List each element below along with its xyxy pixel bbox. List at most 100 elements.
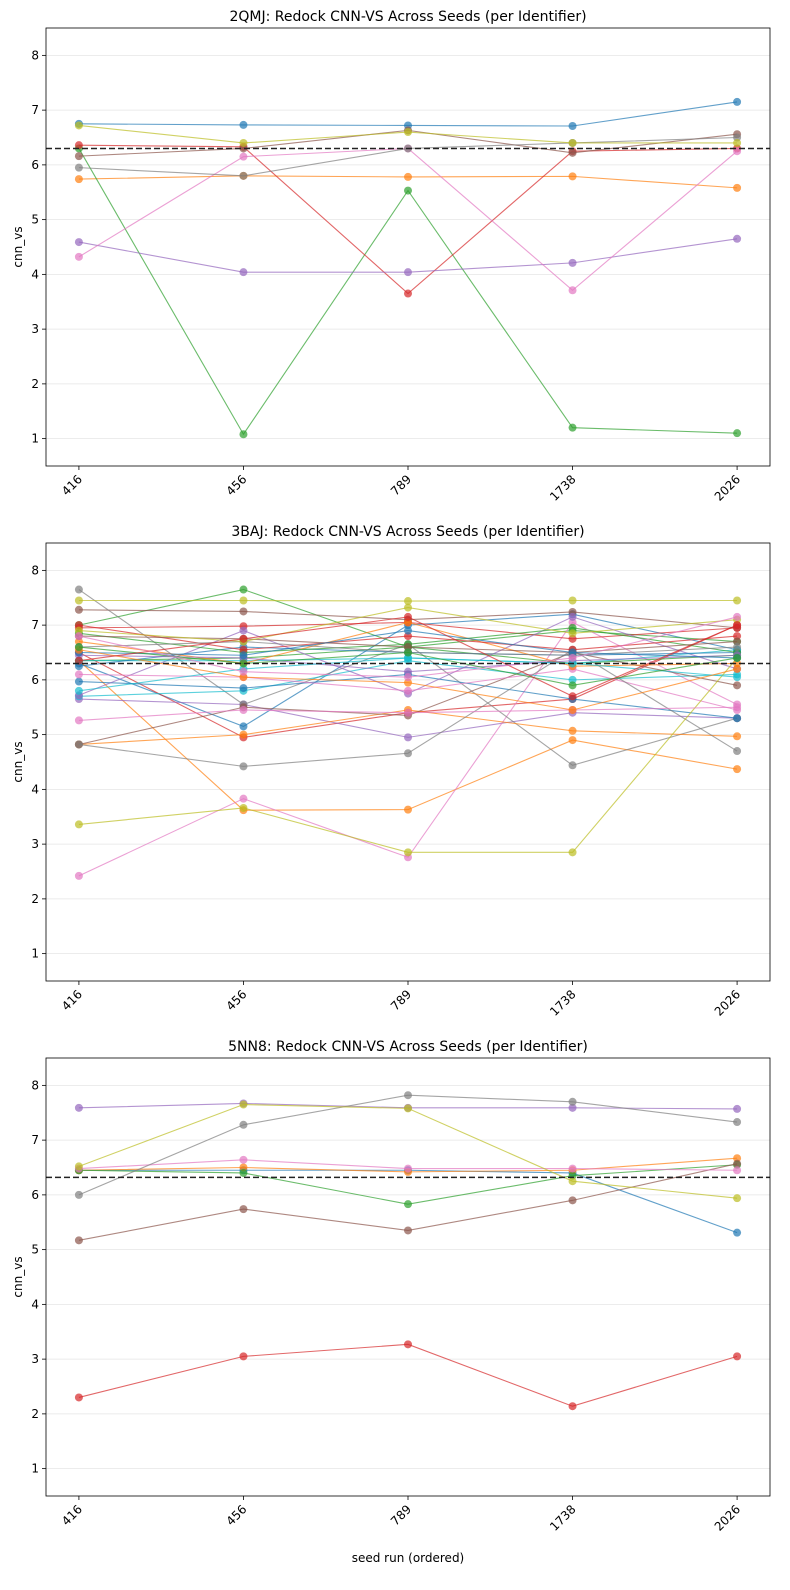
data-point: [733, 1166, 742, 1175]
data-point: [404, 603, 412, 612]
y-tick-label: 2: [31, 892, 39, 906]
y-tick-label: 6: [31, 1188, 39, 1202]
data-point: [74, 632, 83, 641]
data-point: [74, 740, 83, 749]
y-tick-label: 3: [31, 1352, 39, 1366]
data-point: [568, 648, 577, 657]
data-point: [404, 626, 412, 635]
x-axis-label: seed run (ordered): [352, 1551, 465, 1565]
data-point: [733, 632, 742, 641]
data-point: [568, 1196, 577, 1205]
data-point: [733, 765, 742, 774]
data-point: [568, 122, 577, 131]
y-tick-label: 1: [31, 947, 39, 961]
data-point: [404, 805, 412, 814]
y-tick-label: 8: [31, 1078, 39, 1092]
x-tick-label: 456: [223, 987, 249, 1013]
data-point: [733, 1352, 742, 1361]
data-point: [733, 138, 742, 147]
x-tick-label: 2026: [712, 987, 743, 1018]
x-tick-label: 789: [388, 1502, 414, 1528]
data-point: [733, 621, 742, 630]
data-point: [239, 645, 248, 654]
data-point: [568, 634, 577, 643]
data-point: [568, 1097, 577, 1106]
chart-title: 5NN8: Redock CNN-VS Across Seeds (per Id…: [228, 1039, 588, 1055]
data-point: [404, 1226, 412, 1235]
data-point: [568, 681, 577, 690]
data-point: [74, 677, 83, 686]
x-tick-label: 2026: [712, 472, 743, 503]
y-tick-label: 4: [31, 1297, 39, 1311]
chart-title: 3BAJ: Redock CNN-VS Across Seeds (per Id…: [231, 524, 584, 540]
data-point: [404, 289, 412, 298]
data-point: [733, 234, 742, 243]
data-point: [568, 286, 577, 295]
data-point: [568, 848, 577, 857]
y-tick-label: 6: [31, 158, 39, 172]
data-point: [733, 673, 742, 682]
x-tick-label: 1738: [547, 987, 578, 1018]
data-point: [568, 138, 577, 147]
data-point: [404, 733, 412, 742]
y-tick-label: 2: [31, 1407, 39, 1421]
y-tick-label: 5: [31, 1243, 39, 1257]
data-point: [239, 144, 248, 153]
data-point: [568, 148, 577, 157]
y-tick-label: 6: [31, 673, 39, 687]
data-point: [733, 429, 742, 438]
data-point: [239, 673, 248, 682]
data-point: [733, 664, 742, 673]
x-tick-label: 789: [388, 987, 414, 1013]
data-point: [404, 618, 412, 627]
data-point: [74, 252, 83, 261]
data-point: [239, 1120, 248, 1129]
data-point: [568, 623, 577, 632]
y-tick-label: 3: [31, 837, 39, 851]
data-point: [74, 152, 83, 161]
data-point: [404, 128, 412, 137]
data-point: [404, 643, 412, 652]
data-point: [239, 596, 248, 605]
data-point: [239, 120, 248, 129]
data-point: [239, 171, 248, 180]
data-point: [733, 596, 742, 605]
data-point: [74, 1103, 83, 1112]
data-point: [239, 138, 248, 147]
data-point: [74, 238, 83, 247]
y-tick-label: 8: [31, 563, 39, 577]
y-tick-label: 4: [31, 267, 39, 281]
data-point: [733, 1118, 742, 1127]
y-tick-label: 1: [31, 1462, 39, 1476]
data-point: [239, 1352, 248, 1361]
data-point: [74, 163, 83, 172]
data-point: [404, 749, 412, 758]
data-point: [733, 1194, 742, 1203]
data-point: [568, 675, 577, 684]
y-tick-label: 7: [31, 103, 39, 117]
data-point: [404, 1200, 412, 1209]
axes-frame: [45, 27, 771, 467]
data-point: [74, 596, 83, 605]
data-point: [239, 730, 248, 739]
axes-frame: [45, 1057, 771, 1497]
data-point: [404, 653, 412, 662]
data-point: [404, 1164, 412, 1173]
y-axis-label: cnn_vs: [11, 1256, 25, 1297]
data-point: [239, 705, 248, 714]
data-point: [74, 643, 83, 652]
data-point: [239, 1163, 248, 1172]
data-point: [239, 626, 248, 635]
data-point: [733, 97, 742, 106]
data-point: [568, 1177, 577, 1186]
data-point: [733, 643, 742, 652]
data-point: [404, 667, 412, 676]
data-point: [239, 651, 248, 660]
data-point: [733, 1104, 742, 1113]
data-point: [404, 612, 412, 621]
data-point: [733, 1228, 742, 1237]
data-point: [733, 714, 742, 723]
y-axis-label: cnn_vs: [11, 226, 25, 267]
